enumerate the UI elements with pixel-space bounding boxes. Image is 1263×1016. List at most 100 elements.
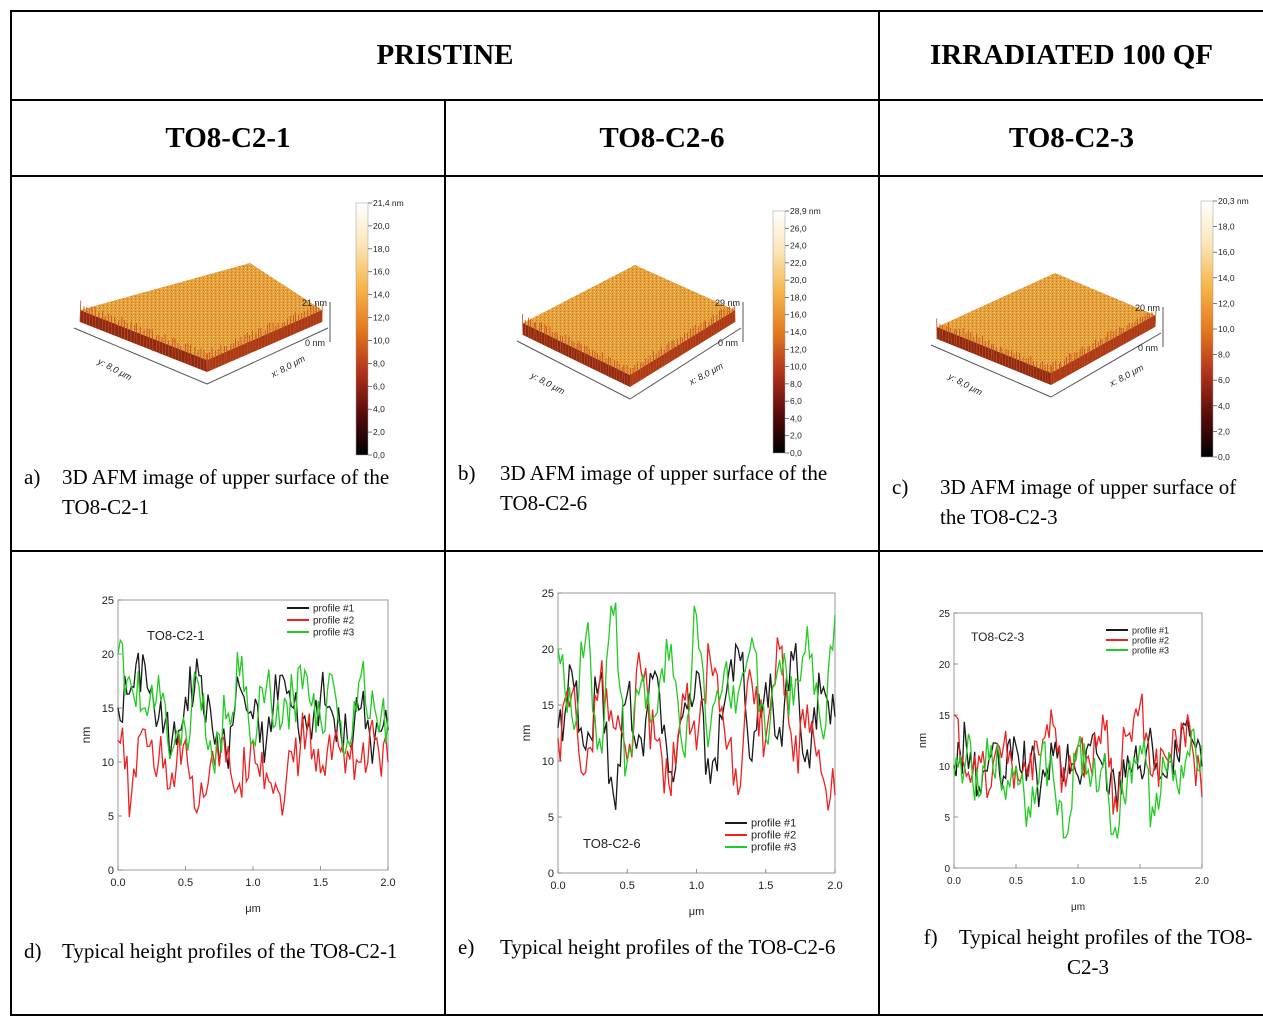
data-point: [198, 804, 200, 806]
colorbar-tick-label: 12,0: [373, 313, 390, 323]
y-tick-label: 10: [542, 756, 554, 768]
data-point: [1003, 745, 1005, 747]
plot-area: [953, 612, 1203, 869]
y-tick-label: 15: [102, 703, 114, 715]
data-point: [820, 693, 822, 695]
y-tick-label: 15: [542, 700, 554, 712]
x-tick-label: 2.0: [827, 880, 842, 892]
data-point: [1127, 755, 1129, 757]
data-point: [806, 749, 808, 751]
caption-label: a): [24, 465, 41, 489]
colorbar-tick-label: 8,0: [790, 379, 802, 389]
data-point: [978, 755, 980, 757]
data-point: [346, 739, 349, 741]
x-tick-label: 1.5: [313, 877, 328, 889]
caption-label: b): [458, 461, 476, 485]
data-point: [252, 718, 254, 720]
data-point: [373, 739, 376, 741]
data-point: [252, 739, 254, 741]
data-point: [1089, 765, 1091, 767]
data-point: [1040, 785, 1042, 787]
data-point: [953, 765, 955, 767]
data-point: [953, 714, 955, 716]
data-point: [1027, 775, 1029, 777]
y-tick-label: 10: [939, 762, 951, 773]
data-point: [184, 739, 187, 741]
data-point: [1114, 826, 1116, 828]
legend-label: profile #2: [751, 830, 796, 842]
plot-area: [117, 599, 389, 871]
data-point: [387, 718, 389, 720]
z-axis-top-label: 20 nm: [1135, 303, 1160, 313]
data-point: [723, 704, 725, 706]
colorbar-tick-label: 4,0: [373, 404, 385, 414]
data-point: [965, 755, 967, 757]
data-point: [1065, 836, 1067, 838]
data-point: [792, 704, 795, 706]
y-axis-label: nm: [519, 725, 533, 742]
caption-label: e): [458, 935, 475, 959]
legend-label: profile #1: [1132, 626, 1169, 636]
data-point: [668, 782, 670, 784]
height-profile-chart: 0 5 10 15 20 25 0.0 0.5 1.0 1.5 2.0 μm nm TO8-C2-3 pro…: [917, 609, 1209, 913]
colorbar-tick-label: 6,0: [373, 381, 385, 391]
x-tick-label: 1.0: [245, 877, 260, 889]
data-point: [279, 675, 281, 677]
height-profile-chart: 0 5 10 15 20 25 0.0 0.5 1.0 1.5 2.0 μm nm TO8-C2-1 pro…: [79, 595, 396, 915]
figure-caption: c) 3D AFM image of upper surface of the …: [892, 472, 1262, 542]
data-point: [1176, 755, 1178, 757]
data-point: [1151, 806, 1153, 808]
data-point: [1114, 785, 1116, 787]
x-axis-label: x: 8,0 μm: [269, 353, 308, 380]
data-point: [1089, 785, 1091, 787]
z-axis-bottom-label: 0 nm: [1138, 343, 1158, 353]
y-tick-label: 0: [944, 864, 950, 875]
figure-caption: d) Typical height profiles of the TO8-C2…: [24, 936, 434, 1006]
figure-caption: b) 3D AFM image of upper surface of the …: [458, 458, 868, 528]
data-point: [1164, 755, 1166, 757]
colorbar-tick-label: 16,0: [373, 267, 390, 277]
data-point: [292, 696, 295, 698]
x-axis-label: μm: [1071, 902, 1085, 913]
caption-text: Typical height profiles of the TO8-C2-6: [500, 935, 836, 959]
data-point: [806, 704, 808, 706]
data-point: [1189, 724, 1191, 726]
data-point: [1003, 785, 1005, 787]
data-point: [184, 729, 187, 731]
data-point: [279, 793, 281, 795]
y-axis-label: y: 8,0 μm: [95, 356, 134, 383]
data-point: [319, 718, 322, 720]
data-point: [751, 682, 753, 684]
data-point: [612, 614, 614, 616]
data-point: [1114, 796, 1116, 798]
colorbar-tick-label: 21,4 nm: [373, 198, 404, 208]
data-point: [211, 729, 214, 731]
data-point: [1102, 714, 1104, 716]
data-point: [1164, 765, 1166, 767]
data-point: [626, 760, 628, 762]
y-axis-label: y: 8,0 μm: [946, 371, 985, 398]
colorbar-tick-label: 20,3 nm: [1218, 196, 1249, 206]
figure-caption: f) Typical height profiles of the TO8-C2…: [918, 922, 1258, 992]
data-point: [292, 761, 295, 763]
data-point: [292, 707, 295, 709]
data-point: [654, 670, 656, 672]
colorbar-tick-label: 10,0: [1218, 324, 1235, 334]
data-point: [225, 761, 227, 763]
x-tick-label: 0.0: [947, 876, 961, 887]
data-point: [346, 750, 349, 752]
data-point: [1201, 796, 1203, 798]
afm-3d-image: y: 8,0 μm x: 8,0 μm 21 nm 0 nm 21,4 nm 20,0 18…: [73, 198, 404, 460]
column-divider: [878, 10, 880, 1016]
data-point: [751, 760, 753, 762]
legend-label: profile #1: [751, 818, 796, 830]
data-point: [834, 794, 836, 796]
header-irradiated: IRRADIATED 100 QF: [929, 39, 1214, 71]
caption-text: 3D AFM image of upper surface of the TO8…: [62, 465, 390, 519]
data-point: [626, 693, 628, 695]
data-point: [612, 726, 614, 728]
data-point: [1164, 775, 1166, 777]
y-tick-label: 15: [939, 711, 951, 722]
data-point: [1077, 745, 1079, 747]
colorbar: [772, 210, 786, 454]
